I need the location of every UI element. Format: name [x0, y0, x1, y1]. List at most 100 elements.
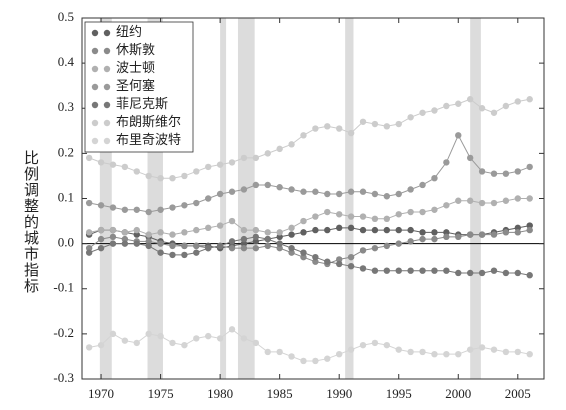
data-point: [395, 211, 402, 218]
data-point: [181, 229, 188, 236]
data-point: [407, 267, 414, 274]
data-point: [157, 249, 164, 256]
data-point: [502, 170, 510, 177]
data-point: [478, 168, 486, 175]
y-tick-label: 0.1: [58, 189, 74, 204]
data-point: [347, 188, 355, 195]
data-point: [264, 348, 271, 356]
data-point: [466, 197, 474, 204]
data-point: [264, 229, 271, 236]
data-point: [419, 348, 426, 356]
data-point: [431, 350, 438, 358]
legend-label: 菲尼克斯: [116, 96, 168, 111]
data-point: [252, 233, 260, 241]
data-point: [395, 346, 402, 353]
data-point: [169, 242, 176, 250]
data-point: [431, 235, 438, 243]
data-point: [335, 256, 343, 263]
data-point: [85, 199, 93, 207]
data-point: [300, 253, 307, 261]
data-point: [252, 238, 260, 245]
data-point: [455, 132, 462, 139]
y-tick-label: 0.4: [58, 54, 75, 69]
data-point: [85, 244, 93, 252]
data-point: [276, 229, 283, 236]
data-point: [181, 251, 188, 259]
data-point: [324, 226, 331, 234]
data-point: [181, 202, 188, 209]
data-point: [300, 229, 307, 236]
data-point: [145, 231, 152, 238]
data-point: [97, 159, 105, 166]
y-tick-label: 0.2: [58, 144, 74, 159]
data-point: [300, 357, 307, 365]
data-point: [240, 240, 248, 247]
data-point: [97, 341, 105, 349]
data-point: [371, 120, 379, 128]
data-point: [383, 226, 391, 234]
data-point: [466, 269, 474, 277]
data-point: [312, 188, 319, 195]
data-point: [288, 244, 295, 252]
data-point: [324, 190, 331, 198]
shaded-period: [470, 18, 481, 379]
data-point: [157, 229, 164, 236]
data-point: [466, 346, 474, 353]
data-point: [431, 206, 438, 213]
data-point: [359, 265, 367, 272]
data-point: [514, 195, 522, 202]
data-point: [85, 249, 93, 256]
x-tick-label: 1970: [88, 386, 114, 401]
y-axis-label: 比例调整的城市指标: [22, 150, 38, 294]
data-point: [371, 226, 379, 234]
data-point: [85, 229, 93, 236]
data-point: [335, 190, 343, 198]
data-point: [419, 229, 426, 236]
data-point: [478, 344, 486, 351]
legend-marker: [91, 137, 99, 145]
data-point: [419, 208, 426, 216]
data-point: [407, 238, 414, 245]
data-point: [181, 242, 188, 250]
data-point: [240, 235, 248, 243]
data-point: [395, 120, 402, 128]
x-tick-label: 2005: [505, 386, 531, 401]
legend-label: 布里奇波特: [116, 132, 181, 147]
data-point: [288, 186, 295, 193]
data-point: [97, 202, 105, 209]
data-point: [240, 186, 248, 193]
data-point: [276, 348, 283, 356]
data-point: [502, 102, 510, 110]
data-point: [359, 247, 367, 254]
data-point: [205, 244, 212, 252]
data-point: [526, 195, 533, 202]
data-point: [300, 249, 307, 256]
data-point: [526, 222, 533, 229]
data-point: [145, 238, 152, 245]
legend-marker: [103, 101, 111, 109]
data-point: [97, 244, 105, 252]
data-point: [276, 145, 283, 153]
data-point: [324, 208, 331, 216]
data-point: [466, 154, 474, 162]
data-point: [514, 224, 522, 232]
y-tick-label: 0.5: [58, 9, 74, 24]
data-point: [443, 102, 450, 110]
y-tick-label: 0.0: [58, 235, 74, 250]
y-tick-label: -0.3: [53, 370, 74, 385]
data-point: [443, 229, 450, 236]
data-point: [205, 195, 212, 202]
data-point: [228, 217, 236, 225]
data-point: [335, 350, 343, 358]
data-point: [526, 163, 533, 171]
data-point: [359, 188, 367, 195]
data-point: [359, 118, 367, 125]
data-point: [466, 231, 474, 238]
data-point: [252, 226, 260, 234]
x-tick-label: 1975: [148, 386, 174, 401]
data-point: [133, 240, 140, 247]
data-point: [347, 213, 355, 220]
legend-marker: [103, 137, 111, 145]
